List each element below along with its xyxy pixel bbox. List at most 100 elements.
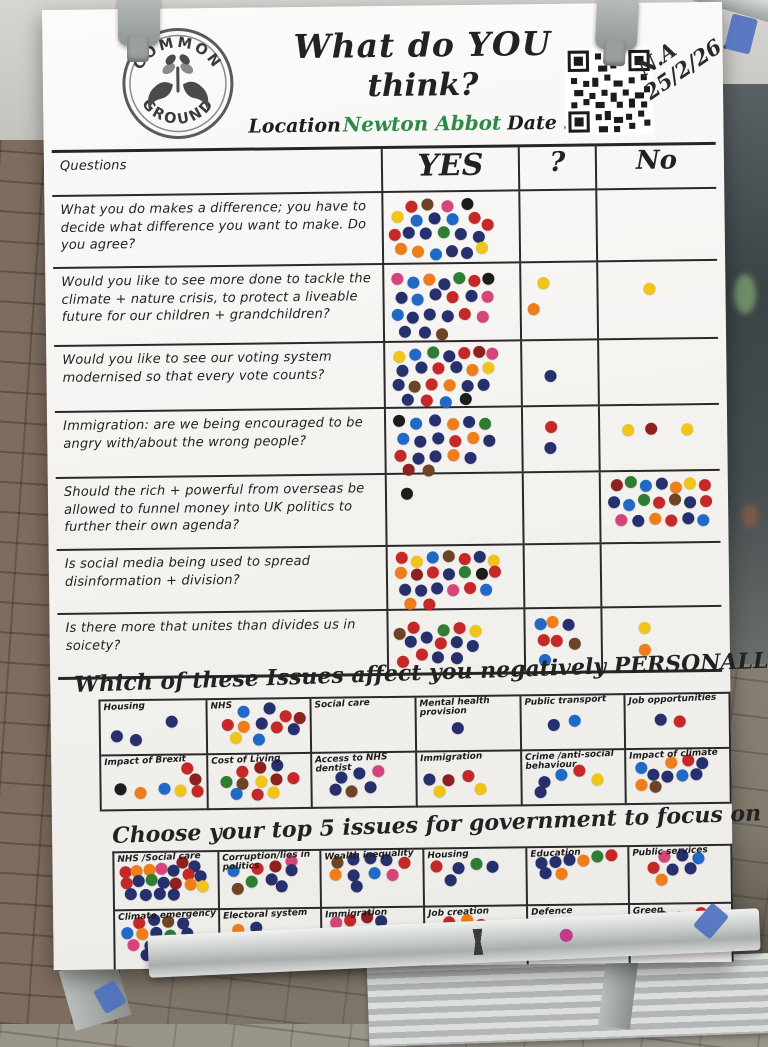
sticker-dot — [437, 623, 450, 636]
issue-cell-social-care: Social care — [309, 697, 416, 754]
sticker-dot — [527, 302, 540, 315]
top5-cell-nhs-social-care: NHS /Social care — [114, 851, 218, 912]
maybe-dots-cell — [522, 544, 601, 608]
sticker-dot — [548, 719, 561, 732]
sticker-dot — [544, 442, 557, 455]
yes-dots-cell — [385, 545, 524, 611]
issue-cell-housing: Housing — [100, 700, 206, 757]
sticker-dot — [189, 773, 202, 786]
sticker-dot — [545, 420, 558, 434]
sticker-dot — [648, 512, 662, 525]
sticker-dot — [407, 621, 420, 634]
sticker-dot — [394, 449, 407, 462]
top5-cell-corruption: Corruption/lies in politics — [216, 850, 321, 911]
no-dots-cell — [599, 542, 722, 607]
sticker-dot — [632, 515, 645, 528]
question-text: What you do makes a difference; you have… — [60, 199, 367, 254]
sticker-dot — [534, 617, 547, 630]
sticker-dot — [453, 271, 466, 284]
sticker-dot — [392, 415, 405, 428]
no-dots-cell — [598, 470, 721, 543]
sticker-dot — [279, 709, 292, 722]
sticker-dot — [401, 393, 415, 406]
sticker-dot — [415, 584, 428, 598]
sticker-dot — [469, 624, 482, 637]
sticker-dot — [410, 214, 423, 228]
sticker-dot — [439, 395, 452, 409]
sticker-dot — [429, 450, 442, 463]
sticker-dot — [270, 773, 283, 786]
issue-cell-crime: Crime /anti-social behaviour — [519, 749, 626, 807]
sticker-dot — [396, 364, 409, 377]
issue-cell-impact-climate: Impact of climate — [624, 748, 730, 806]
sticker-dot — [411, 293, 424, 306]
sticker-dot — [682, 511, 695, 524]
sticker-dot — [438, 277, 451, 291]
sticker-dot — [681, 423, 694, 436]
sticker-dot — [458, 308, 472, 321]
sticker-dot — [174, 784, 187, 797]
sticker-dot — [121, 927, 134, 940]
hands-plant-icon — [148, 54, 209, 111]
sticker-dot — [451, 722, 464, 735]
sticker-dot — [455, 228, 468, 241]
sticker-dot — [412, 245, 425, 258]
sticker-dot — [412, 452, 425, 465]
sticker-dot — [684, 476, 697, 489]
personal-issues-grid: Housing NHS Social care Mental health pr… — [98, 691, 732, 812]
sticker-dot — [647, 768, 660, 781]
sticker-dot — [486, 860, 499, 874]
page-title-line1: What do YOU — [293, 23, 552, 67]
sticker-dot — [544, 369, 557, 382]
sticker-dot — [468, 211, 481, 224]
sticker-dot — [410, 555, 423, 568]
sticker-dot — [634, 778, 648, 791]
issue-cell-impact-brexit: Impact of Brexit — [101, 754, 207, 812]
top5-cell-wealth-inequality: Wealth inequality — [319, 848, 424, 909]
maybe-dots-cell — [518, 190, 597, 262]
sticker-dot — [423, 308, 436, 321]
sticker-dot — [275, 880, 288, 893]
sticker-dot — [127, 938, 140, 952]
sticker-dot — [645, 422, 658, 435]
issue-cell-mental-health: Mental health provision — [414, 696, 520, 753]
sticker-dot — [155, 862, 168, 875]
sticker-dot — [252, 733, 265, 746]
question-row-6: Is social media being used to spread dis… — [56, 540, 722, 614]
sticker-dot — [486, 347, 499, 361]
sticker-dot — [621, 423, 634, 437]
sticker-dot — [467, 432, 480, 445]
issue-cell-nhs-dentist: Access to NHS dentist — [310, 752, 416, 809]
sticker-dot — [562, 618, 576, 631]
sticker-dot — [431, 582, 444, 595]
sticker-dot — [157, 876, 170, 889]
sticker-dot — [643, 282, 656, 296]
sticker-dot — [293, 711, 306, 724]
sticker-dot — [474, 782, 488, 795]
sticker-dot — [245, 875, 258, 888]
sticker-dot — [398, 583, 412, 597]
sticker-dot — [462, 415, 476, 428]
sticker-dot — [271, 721, 284, 734]
sticker-dot — [675, 769, 689, 782]
survey-table: Questions YES ? No What you do makes a d… — [51, 141, 723, 681]
sticker-dot — [656, 873, 669, 886]
sticker-dot — [135, 786, 148, 799]
col-header-no: No — [594, 144, 717, 189]
yes-dots-cell — [384, 473, 523, 545]
sticker-dot — [537, 633, 550, 646]
question-row-2: Would you like to see more done to tackl… — [53, 258, 719, 346]
sticker-dot — [449, 434, 462, 448]
sticker-dot — [191, 784, 204, 798]
sticker-dot — [168, 888, 181, 901]
no-dots-cell — [595, 188, 718, 261]
sticker-dot — [432, 362, 445, 375]
sticker-dot — [537, 276, 550, 289]
top5-cell-education: Education — [524, 847, 629, 907]
col-header-questions: Questions — [59, 158, 127, 174]
sticker-dot — [647, 861, 661, 874]
sticker-dot — [483, 434, 496, 447]
sticker-dot — [473, 550, 487, 563]
issue-cell-cost-of-living: Cost of Living — [205, 754, 312, 811]
question-row-1: What you do makes a difference; you have… — [52, 186, 718, 268]
